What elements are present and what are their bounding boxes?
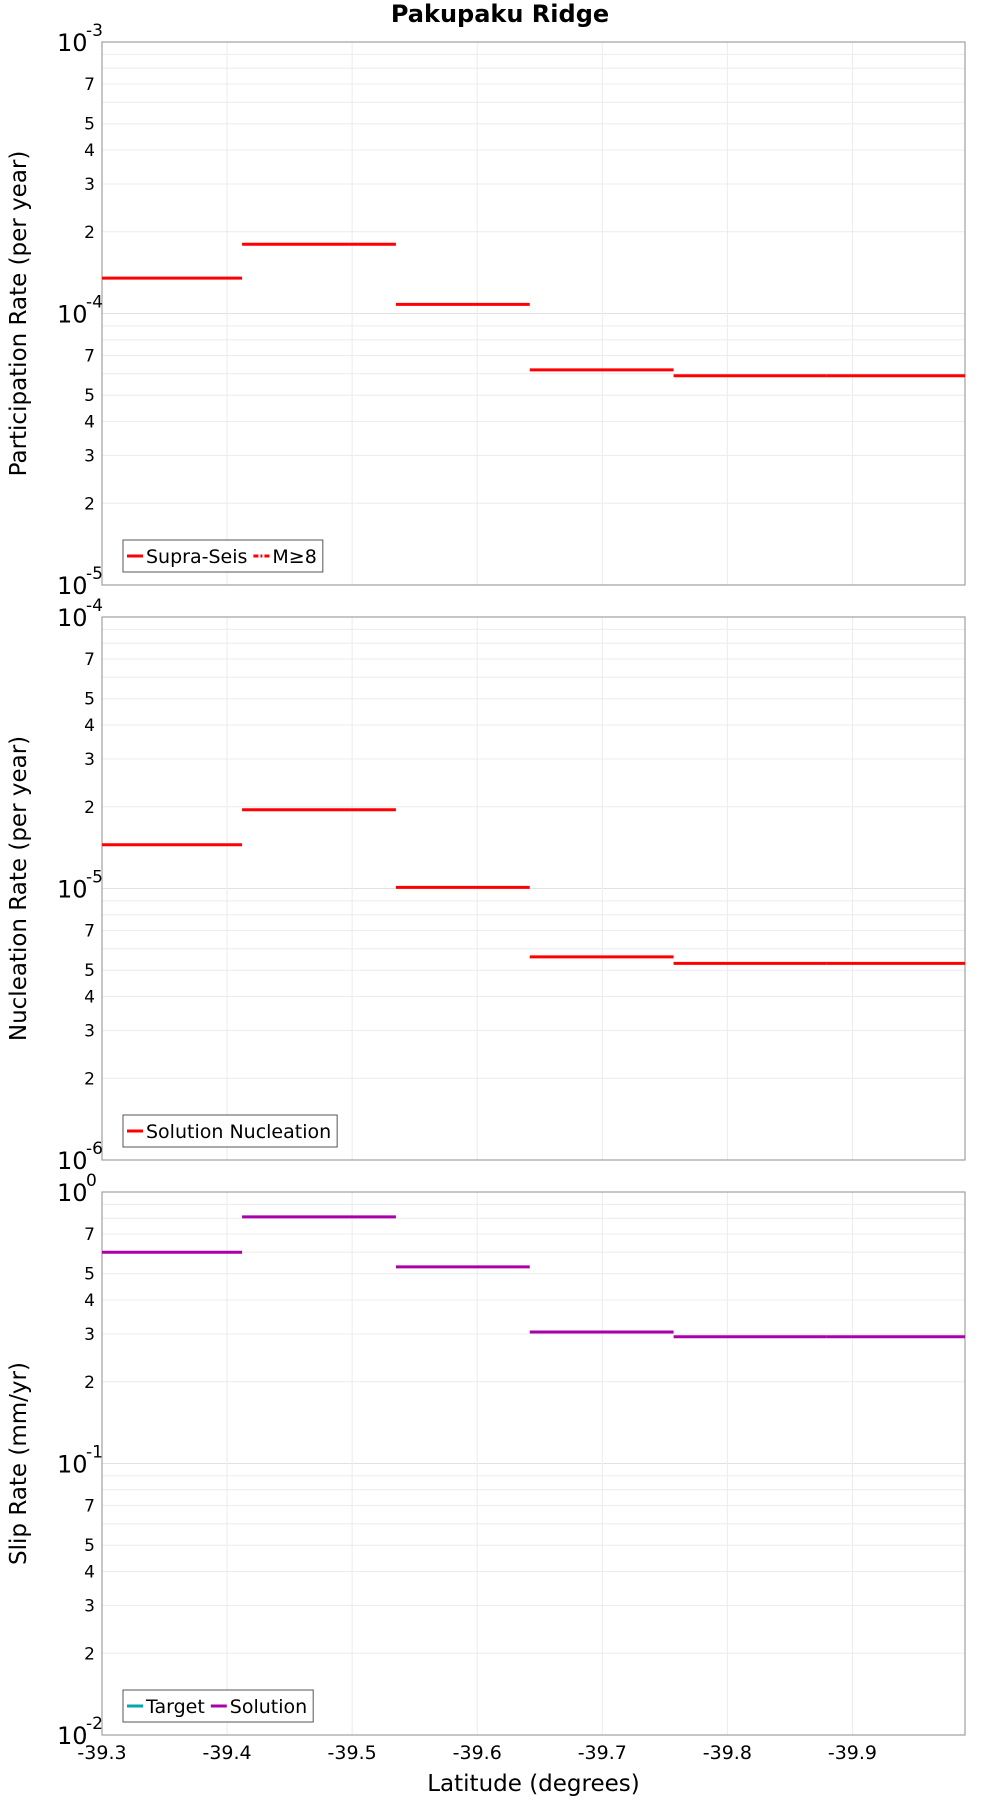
- x-tick-label: -39.3: [77, 1742, 126, 1764]
- y-major-tick-label: 10-4: [57, 293, 103, 329]
- x-tick-label: -39.5: [328, 1742, 377, 1764]
- y-major-tick-label: 10-2: [57, 1714, 103, 1750]
- legend-label: M≥8: [272, 546, 316, 568]
- y-minor-tick-label: 4: [84, 1563, 95, 1583]
- y-minor-tick-label: 3: [84, 1021, 95, 1041]
- y-minor-tick-label: 3: [84, 1596, 95, 1616]
- tick-exponent: -6: [86, 1139, 103, 1159]
- x-tick-label: -39.6: [453, 1742, 502, 1764]
- y-minor-tick-label: 7: [84, 75, 95, 95]
- tick-base: 10: [57, 1147, 88, 1175]
- legend: Target Solution: [122, 1689, 314, 1723]
- tick-base: 10: [57, 572, 88, 600]
- tick-base: 10: [57, 301, 88, 329]
- tick-base: 10: [57, 29, 88, 57]
- tick-exponent: -3: [86, 21, 103, 41]
- tick-exponent: -4: [86, 596, 103, 616]
- tick-base: 10: [57, 876, 88, 904]
- tick-exponent: -1: [86, 1443, 103, 1463]
- y-minor-tick-label: 7: [84, 347, 95, 367]
- y-minor-tick-label: 5: [84, 1265, 95, 1285]
- y-minor-tick-label: 2: [84, 1644, 95, 1664]
- tick-exponent: -5: [86, 868, 103, 888]
- y-minor-tick-label: 5: [84, 961, 95, 981]
- tick-base: 10: [57, 1451, 88, 1479]
- x-tick-label: -39.9: [828, 1742, 877, 1764]
- y-minor-tick-label: 3: [84, 446, 95, 466]
- y-minor-tick-label: 5: [84, 690, 95, 710]
- tick-exponent: -4: [86, 293, 103, 313]
- tick-exponent: -5: [86, 564, 103, 584]
- y-major-tick-label: 10-3: [57, 21, 103, 57]
- legend: Solution Nucleation: [122, 1114, 338, 1148]
- tick-base: 10: [57, 1722, 88, 1750]
- y-minor-tick-label: 4: [84, 716, 95, 736]
- legend: Supra-Seis M≥8: [122, 539, 324, 573]
- legend-box: [122, 1689, 314, 1723]
- y-minor-tick-label: 4: [84, 1291, 95, 1311]
- y-minor-tick-label: 7: [84, 1497, 95, 1517]
- y-major-tick-label: 10-4: [57, 596, 103, 632]
- y-major-tick-label: 10-5: [57, 868, 103, 904]
- x-tick-label: -39.8: [703, 1742, 752, 1764]
- y-minor-tick-label: 3: [84, 175, 95, 195]
- tick-exponent: -2: [86, 1714, 103, 1734]
- tick-base: 10: [57, 604, 88, 632]
- y-minor-tick-label: 3: [84, 1325, 95, 1345]
- y-minor-tick-label: 2: [84, 223, 95, 243]
- legend-label: Solution Nucleation: [146, 1121, 331, 1143]
- y-axis-label: Slip Rate (mm/yr): [6, 1362, 32, 1565]
- plot-frame: [101, 1191, 966, 1736]
- y-minor-tick-label: 7: [84, 650, 95, 670]
- y-major-tick-label: 10-1: [57, 1443, 103, 1479]
- legend-box: [122, 1114, 338, 1148]
- tick-exponent: 0: [86, 1171, 97, 1191]
- x-tick-label: -39.4: [202, 1742, 251, 1764]
- y-minor-tick-label: 5: [84, 1536, 95, 1556]
- y-major-tick-label: 10-5: [57, 564, 103, 600]
- y-axis-label: Nucleation Rate (per year): [6, 736, 32, 1041]
- y-minor-tick-label: 4: [84, 141, 95, 161]
- chart-title: Pakupaku Ridge: [391, 0, 609, 28]
- y-minor-tick-label: 4: [84, 413, 95, 433]
- y-minor-tick-label: 2: [84, 494, 95, 514]
- legend-label: Target: [145, 1696, 205, 1718]
- y-axis-label: Participation Rate (per year): [6, 151, 32, 477]
- plot-frame: [101, 41, 966, 586]
- y-minor-tick-label: 5: [84, 386, 95, 406]
- plot-frame: [101, 616, 966, 1161]
- y-minor-tick-label: 4: [84, 988, 95, 1008]
- legend-label: Supra-Seis: [146, 546, 247, 568]
- y-major-tick-label: 100: [57, 1171, 97, 1207]
- x-tick-label: -39.7: [578, 1742, 627, 1764]
- y-major-tick-label: 10-6: [57, 1139, 103, 1175]
- y-minor-tick-label: 7: [84, 1225, 95, 1245]
- tick-base: 10: [57, 1179, 88, 1207]
- legend-label: Solution: [230, 1696, 307, 1718]
- y-minor-tick-label: 2: [84, 1373, 95, 1393]
- y-minor-tick-label: 3: [84, 750, 95, 770]
- y-minor-tick-label: 5: [84, 115, 95, 135]
- x-axis-label: Latitude (degrees): [427, 1771, 640, 1797]
- y-minor-tick-label: 2: [84, 1069, 95, 1089]
- legend-box: [122, 539, 324, 573]
- y-minor-tick-label: 2: [84, 798, 95, 818]
- y-minor-tick-label: 7: [84, 922, 95, 942]
